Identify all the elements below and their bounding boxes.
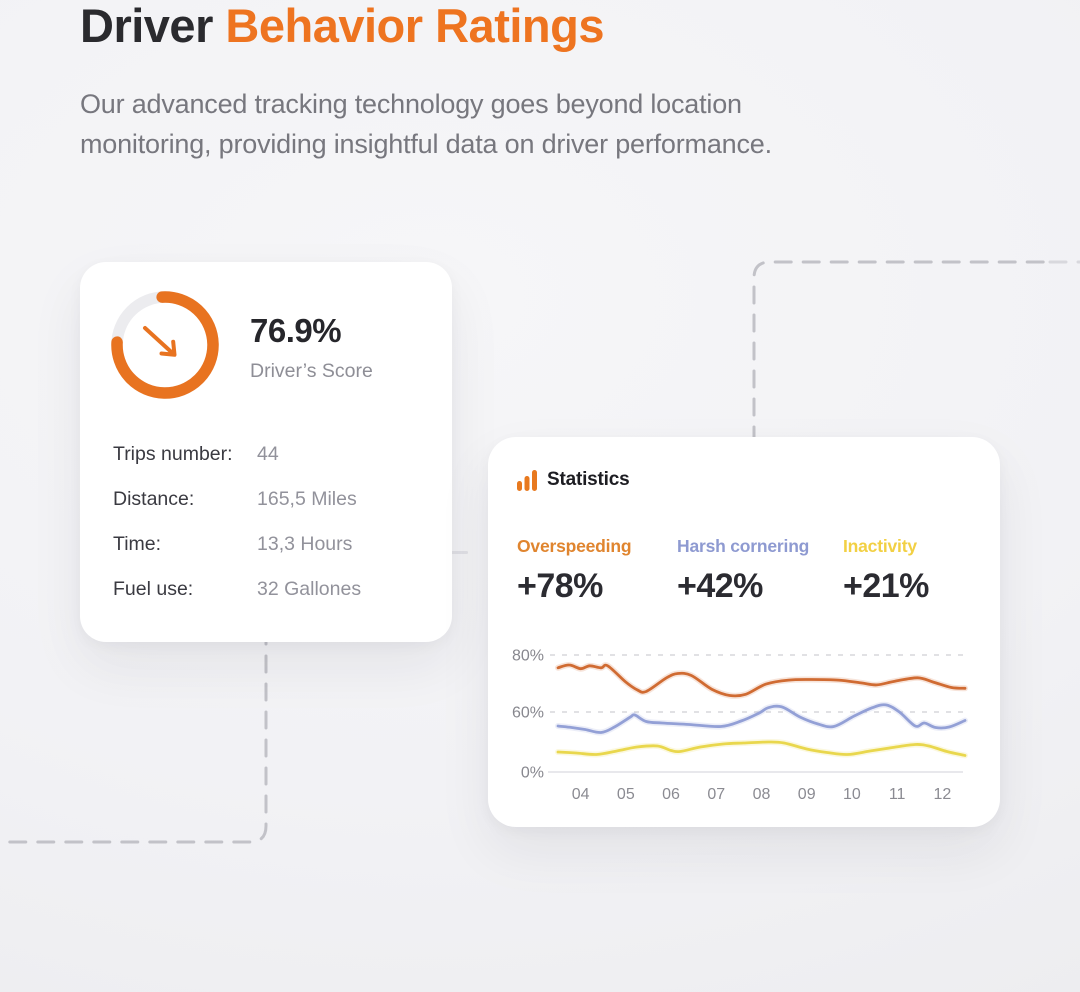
detail-row-fuel: Fuel use: 32 Gallones [113,578,433,602]
score-caption: Driver’s Score [250,360,373,382]
y-axis-tick-label: 0% [521,765,544,782]
metric-label: Inactivity [843,536,917,556]
x-axis-tick-label: 09 [798,786,816,803]
dashed-frame-bottom-left [0,600,268,844]
score-ring [111,291,219,399]
series-line-overspeeding [556,663,967,698]
score-percent: 76.9% [250,312,342,349]
bar-chart-icon [517,470,537,491]
statistics-card: Statistics Overspeeding +78% Harsh corne… [488,437,1000,827]
detail-row-distance: Distance: 165,5 Miles [113,488,433,512]
dashed-fragment [450,551,468,554]
detail-value: 13,3 Hours [257,533,353,555]
detail-value: 44 [257,443,279,465]
driver-score-card: 76.9% Driver’s Score Trips number: 44 Di… [80,262,452,642]
metric-inactivity: Inactivity +21% [843,536,1003,606]
page-title: Driver Behavior Ratings [80,0,604,58]
detail-row-time: Time: 13,3 Hours [113,533,433,557]
statistics-chart: 0% 60% 80% 04 05 06 07 08 09 10 11 12 [512,648,968,803]
x-axis-tick-label: 08 [753,786,771,803]
metric-value: +42% [677,567,763,605]
detail-label: Time: [113,533,162,555]
series-glow-harsh-cornering [555,701,968,736]
x-axis-tick-label: 12 [933,786,951,803]
metric-harsh-cornering: Harsh cornering +42% [677,536,837,606]
metric-value: +21% [843,567,929,605]
statistics-header: Statistics [517,468,630,492]
dashed-frame-top-right [752,260,1080,443]
metric-label: Overspeeding [517,536,632,556]
statistics-title: Statistics [547,469,630,490]
metric-value: +78% [517,567,603,605]
y-axis-tick-label: 80% [512,648,544,665]
page-subtitle-line1: Our advanced tracking technology goes be… [80,89,742,119]
detail-label: Distance: [113,488,195,510]
detail-value: 165,5 Miles [257,488,357,510]
series-line-inactivity [556,740,967,757]
x-axis-tick-label: 06 [662,786,680,803]
page-title-dark: Driver [80,0,213,52]
detail-row-trips: Trips number: 44 [113,443,433,467]
x-axis-tick-label: 10 [843,786,861,803]
page-title-accent: Behavior Ratings [225,0,604,52]
x-axis-tick-label: 11 [889,786,906,803]
x-axis-tick-label: 04 [572,786,590,803]
page-subtitle: Our advanced tracking technology goes be… [80,84,772,164]
x-axis-tick-label: 07 [707,786,725,803]
x-axis-tick-label: 05 [617,786,635,803]
metric-overspeeding: Overspeeding +78% [517,536,677,606]
trend-down-right-arrow-icon [143,326,177,357]
detail-label: Trips number: [113,443,233,465]
detail-value: 32 Gallones [257,578,362,600]
y-axis-tick-label: 60% [512,705,544,722]
series-line-harsh-cornering [556,703,967,734]
detail-label: Fuel use: [113,578,194,600]
page-subtitle-line2: monitoring, providing insightful data on… [80,129,772,159]
score-ring-progress [111,291,219,399]
metric-label: Harsh cornering [677,536,810,556]
series-glow-inactivity [555,738,968,759]
